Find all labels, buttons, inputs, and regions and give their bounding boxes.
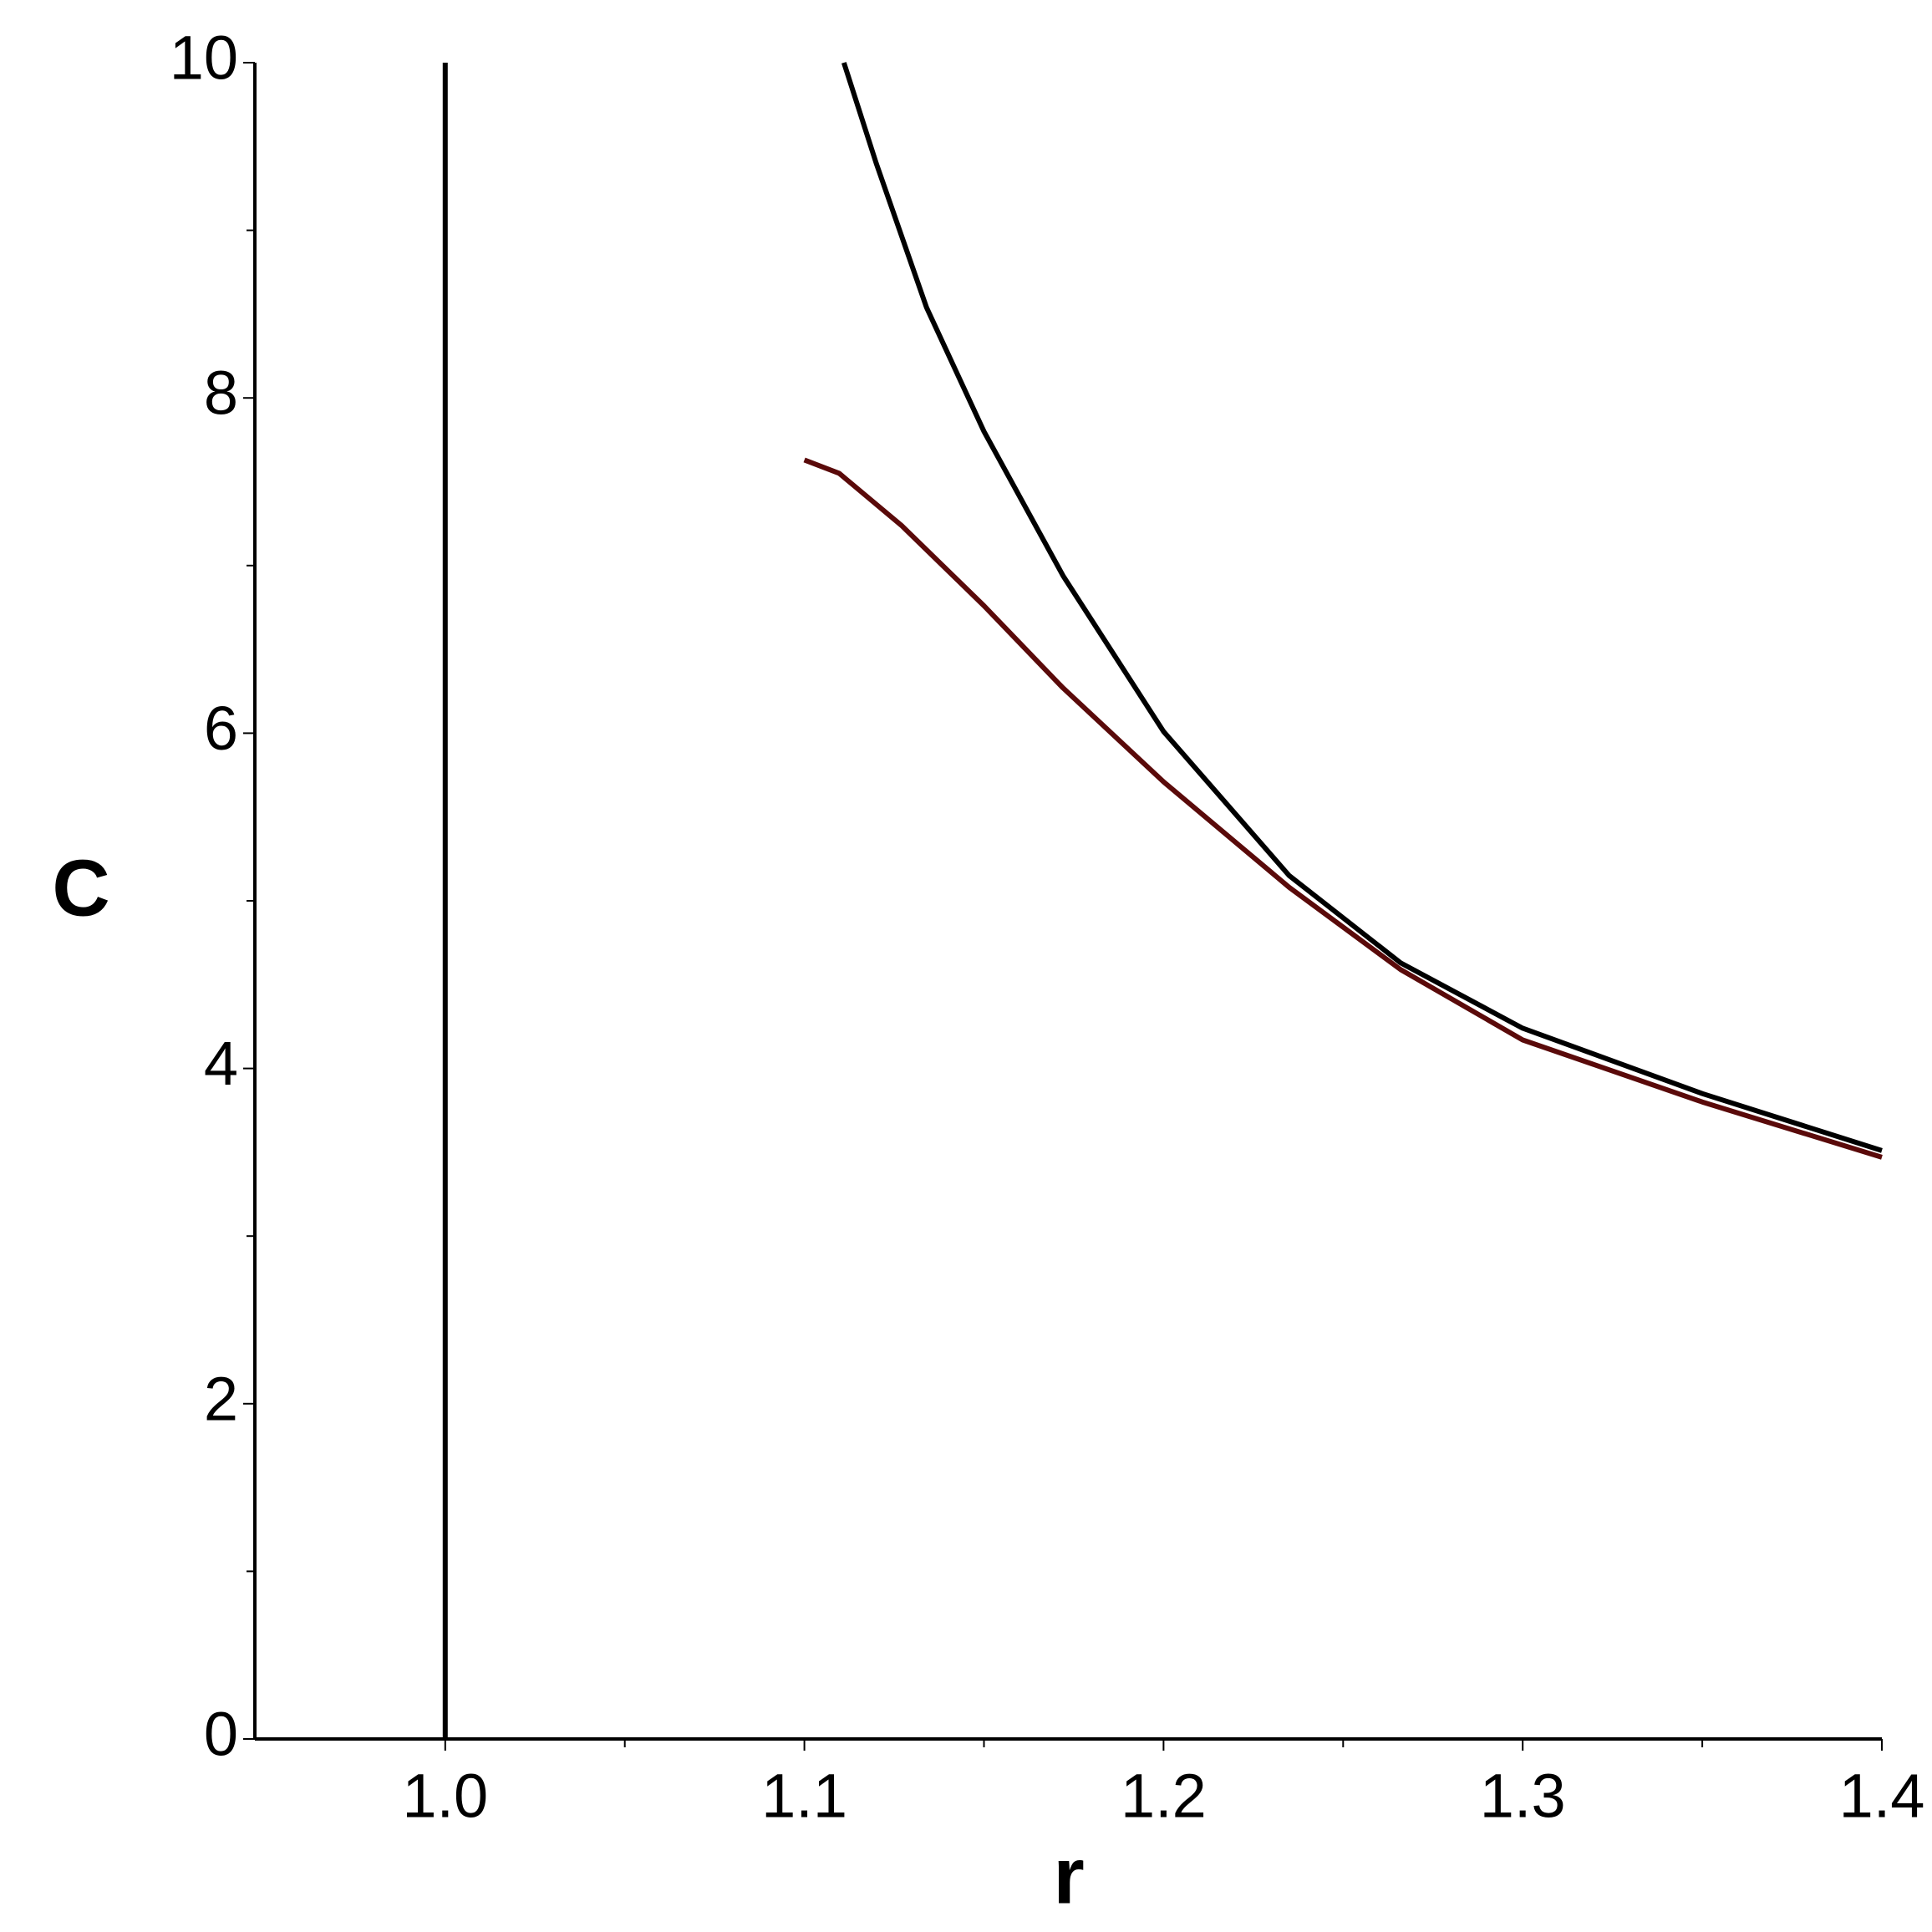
curve	[803, 457, 1883, 1160]
y-tick-label: 8	[204, 358, 238, 428]
y-tick-label: 4	[204, 1029, 238, 1098]
y-tick-label: 10	[170, 23, 238, 93]
y-tick-label: 6	[204, 694, 238, 763]
x-axis-label: r	[1053, 1831, 1084, 1920]
x-tick-label: 1.3	[1480, 1762, 1566, 1831]
curve	[841, 62, 1883, 1153]
y-tick-label: 0	[204, 1700, 238, 1769]
x-tick-label: 1.0	[402, 1762, 488, 1831]
y-axis-label: C	[52, 843, 109, 933]
x-tick-label: 1.2	[1121, 1762, 1207, 1831]
x-tick-label: 1.1	[761, 1762, 847, 1831]
y-tick-label: 2	[204, 1364, 238, 1433]
x-tick-label: 1.4	[1839, 1762, 1925, 1831]
